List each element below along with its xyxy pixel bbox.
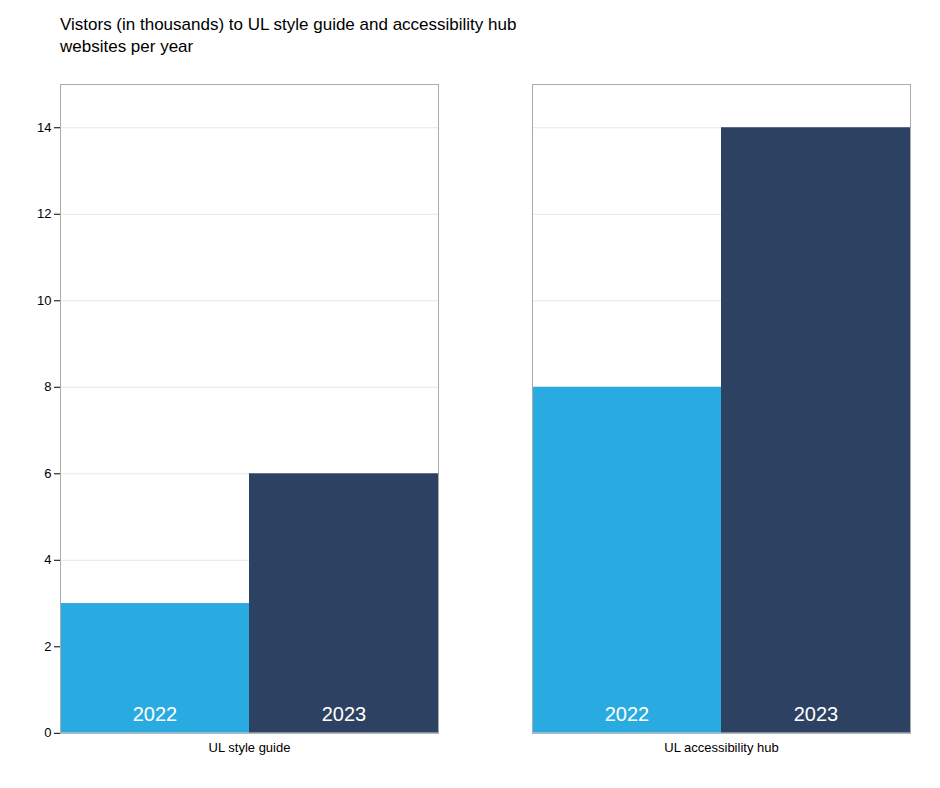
svg-text:UL style guide: UL style guide (209, 740, 291, 755)
svg-text:2022: 2022 (605, 704, 650, 726)
svg-text:12: 12 (37, 207, 51, 222)
html-text:Vistors (in thousands) to UL s: Vistors (in thousands) to UL style guide… (60, 15, 517, 57)
svg-text:6: 6 (44, 466, 51, 481)
svg-text:2022: 2022 (133, 704, 178, 726)
svg-text:2: 2 (44, 639, 51, 654)
svg-text:4: 4 (44, 553, 51, 568)
svg-text:8: 8 (44, 380, 51, 395)
svg-text:10: 10 (37, 293, 51, 308)
svg-text:2023: 2023 (794, 704, 839, 726)
svg-text:14: 14 (37, 120, 51, 135)
svg-text:0: 0 (44, 726, 51, 741)
svg-text:2023: 2023 (322, 704, 367, 726)
svg-text:UL accessibility hub: UL accessibility hub (664, 740, 778, 755)
